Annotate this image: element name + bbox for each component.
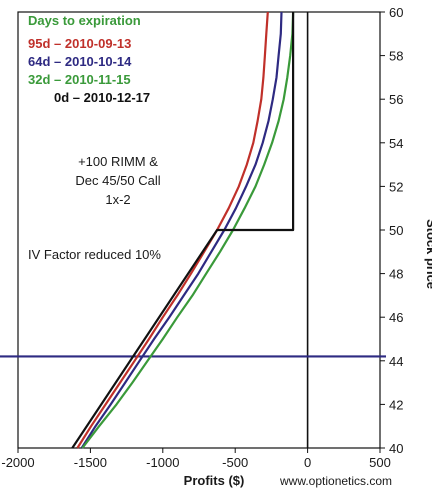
series-line-3 [71,12,295,449]
y-tick-label-8: 56 [389,92,403,107]
x-tick-label-2: -1000 [146,455,179,470]
x-tick-label-0: -2000 [1,455,34,470]
y-tick-label-10: 60 [389,5,403,20]
y-axis-title: Stock price [424,219,432,289]
y-axis: 40 42 44 46 48 50 52 54 56 58 60 [380,5,403,456]
y-tick-label-5: 50 [389,223,403,238]
y-tick-label-0: 40 [389,441,403,456]
legend-entry-32d: 32d – 2010-11-15 [28,72,131,87]
x-axis: -2000 -1500 -1000 -500 0 500 [1,448,391,470]
position-line-1: +100 RIMM & [78,154,158,169]
position-line-2: Dec 45/50 Call [75,173,160,188]
y-tick-label-7: 54 [389,136,403,151]
y-tick-label-2: 44 [389,354,403,369]
credit-text: www.optionetics.com [279,474,392,488]
legend-entry-0d: 0d – 2010-12-17 [54,90,150,105]
y-tick-label-4: 48 [389,267,403,282]
x-tick-label-3: -500 [222,455,248,470]
x-tick-label-1: -1500 [74,455,107,470]
y-tick-label-1: 42 [389,397,403,412]
y-tick-label-3: 46 [389,310,403,325]
legend-entry-95d: 95d – 2010-09-13 [28,36,131,51]
y-tick-label-9: 58 [389,49,403,64]
legend-title: Days to expiration [28,13,141,28]
x-tick-label-5: 500 [369,455,391,470]
legend: Days to expiration 95d – 2010-09-13 64d … [28,13,150,105]
x-axis-title: Profits ($) [184,473,245,488]
y-tick-label-6: 52 [389,179,403,194]
annotations: +100 RIMM & Dec 45/50 Call 1x-2 IV Facto… [28,154,161,262]
legend-entry-64d: 64d – 2010-10-14 [28,54,132,69]
iv-note: IV Factor reduced 10% [28,247,161,262]
position-line-3: 1x-2 [105,192,130,207]
plot-area [0,11,386,449]
x-tick-label-4: 0 [304,455,311,470]
